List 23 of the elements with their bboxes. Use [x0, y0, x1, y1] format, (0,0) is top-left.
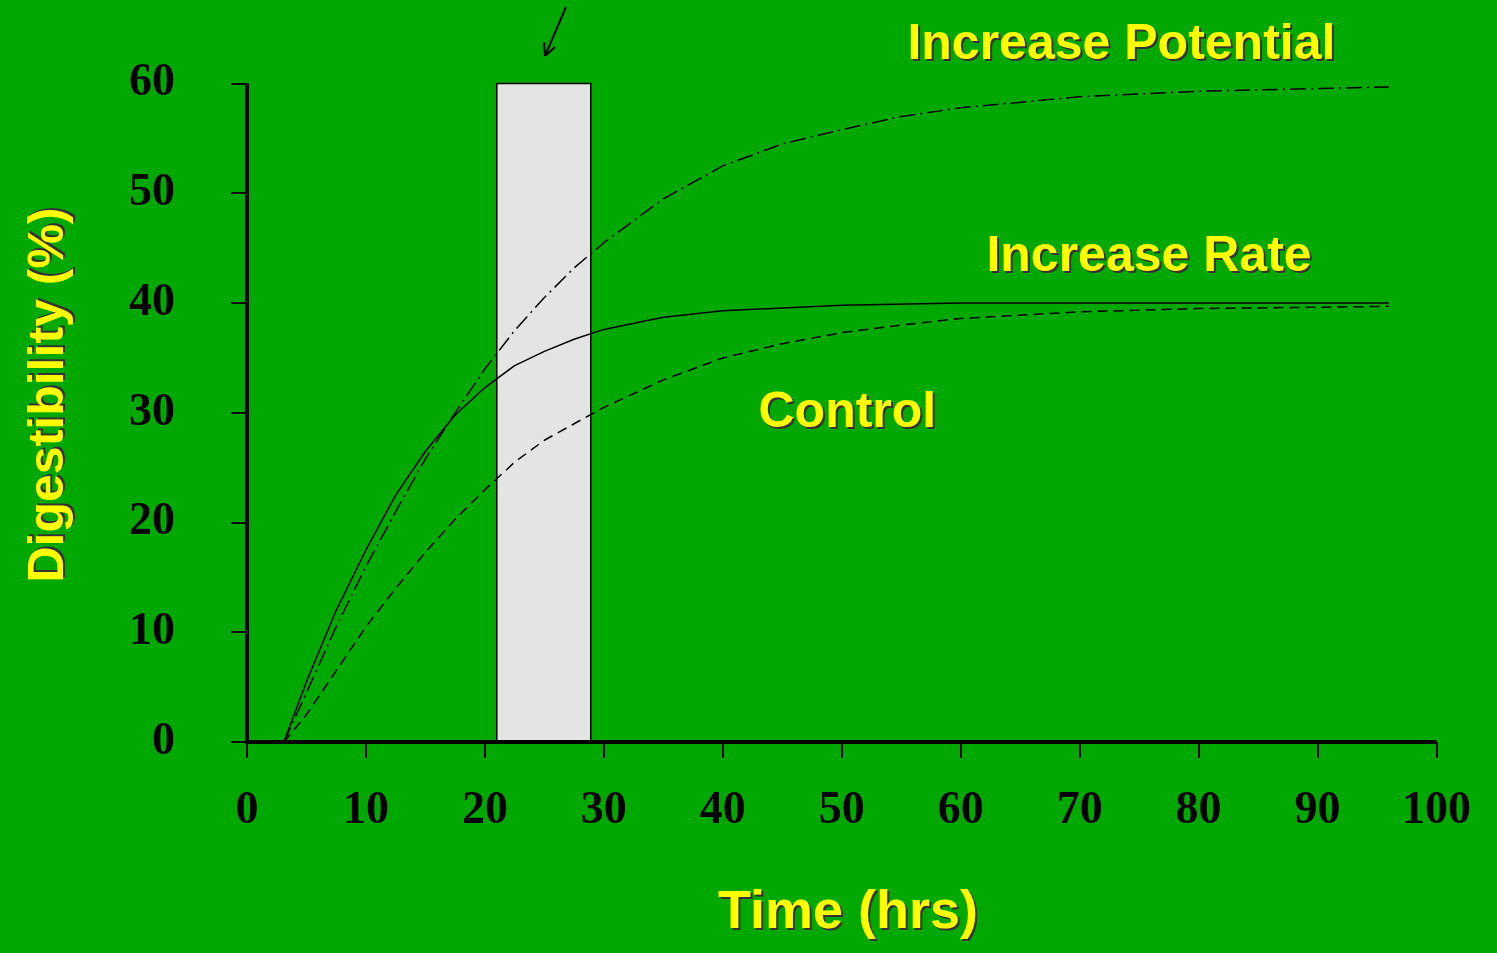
y-axis-title: Digestibility (%) — [17, 207, 75, 583]
x-tick-label: 20 — [461, 782, 508, 834]
x-tick-label: 40 — [699, 782, 746, 834]
x-tick-label: 90 — [1294, 782, 1341, 834]
x-tick-label: 70 — [1056, 782, 1103, 834]
y-tick-label: 30 — [129, 383, 175, 435]
series-label: Control — [758, 381, 937, 438]
y-tick-label: 40 — [129, 273, 175, 325]
y-tick-label: 0 — [152, 712, 175, 764]
x-tick-label: 30 — [580, 782, 627, 834]
x-tick-label: 0 — [235, 782, 259, 834]
y-tick-label: 20 — [129, 493, 175, 545]
y-tick-label: 10 — [129, 603, 175, 655]
x-tick-label: 50 — [818, 782, 865, 834]
y-tick-label: 50 — [129, 164, 175, 216]
x-axis-title: Time (hrs) — [717, 878, 979, 940]
x-tick-label: 10 — [342, 782, 389, 834]
y-tick-label: 60 — [129, 54, 175, 106]
x-tick-label: 60 — [937, 782, 984, 834]
x-tick-label: 80 — [1175, 782, 1222, 834]
series-label: Increase Rate — [988, 227, 1314, 284]
series-label: Increase Potential — [909, 16, 1338, 73]
x-tick-label: 100 — [1402, 782, 1471, 834]
